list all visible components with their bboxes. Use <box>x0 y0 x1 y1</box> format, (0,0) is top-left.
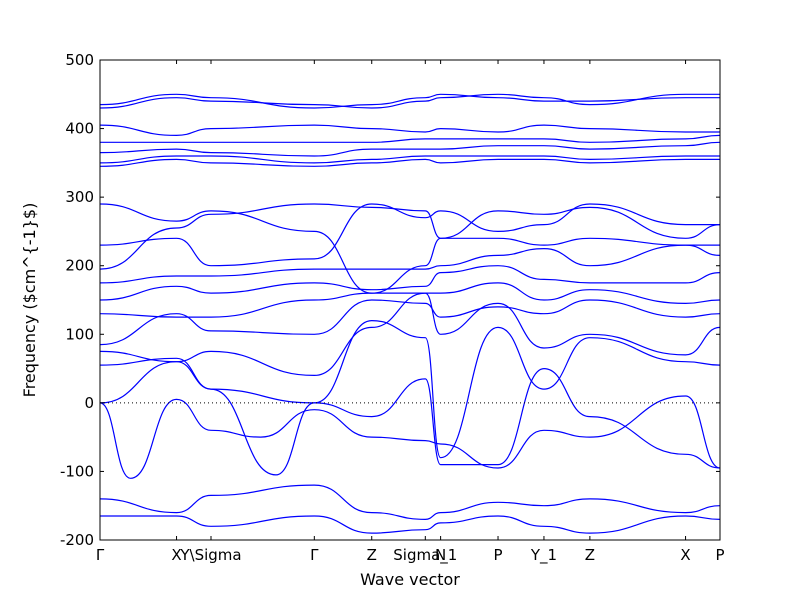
phonon-branch-16 <box>100 141 720 157</box>
x-tick-label: Y_1 <box>530 546 557 565</box>
y-axis-ticks: -200 -100 0 100 200 300 400 500 <box>60 51 720 549</box>
phonon-branch-13 <box>100 203 720 294</box>
y-axis-label: Frequency ($cm^{-1}$) <box>20 203 39 398</box>
series-layer <box>100 93 720 534</box>
phonon-branch-10 <box>100 244 720 284</box>
phonon-branch-4 <box>100 361 720 476</box>
phonon-branch-19 <box>100 93 720 109</box>
x-tick-label: N <box>435 546 446 564</box>
phonon-branch-11 <box>100 203 720 270</box>
phonon-branch-6 <box>100 292 720 377</box>
phonon-branch-14 <box>100 158 720 167</box>
y-tick-label: 500 <box>65 51 94 69</box>
x-tick-label: P <box>494 546 503 564</box>
plot-frame <box>99 59 721 541</box>
x-tick-label: X <box>680 546 690 564</box>
phonon-branch-15 <box>100 155 720 164</box>
y-tick-label: -100 <box>60 462 94 480</box>
phonon-branch-1 <box>100 515 720 534</box>
phonon-branch-5 <box>100 319 720 459</box>
phonon-branch-9 <box>100 265 720 301</box>
y-tick-label: 400 <box>65 120 94 138</box>
y-tick-label: 200 <box>65 257 94 275</box>
x-tick-label: X <box>171 546 181 564</box>
phonon-branch-7 <box>100 299 720 346</box>
x-tick-label: Γ <box>310 546 319 564</box>
phonon-branch-17 <box>100 134 720 143</box>
x-tick-label: Z <box>585 546 595 564</box>
phonon-branch-20 <box>100 93 720 109</box>
x-axis-ticks: Γ XY\Sigma Γ Z Sigma_1N P Y_1 Z X P <box>96 60 725 565</box>
phonon-branch-3 <box>100 395 720 479</box>
x-tick-label: Γ <box>96 546 105 564</box>
phonon-branch-18 <box>100 124 720 137</box>
phonon-branch-8 <box>100 282 720 318</box>
y-tick-label: 100 <box>65 325 94 343</box>
phonon-branch-12 <box>100 203 720 267</box>
x-tick-label: Z <box>367 546 377 564</box>
y-tick-label: 0 <box>84 394 94 412</box>
x-tick-label: P <box>715 546 724 564</box>
x-tick-label: Y\Sigma <box>179 546 241 564</box>
phonon-branch-2 <box>100 484 720 521</box>
x-axis-label: Wave vector <box>360 570 460 589</box>
y-tick-label: -200 <box>60 531 94 549</box>
y-tick-label: 300 <box>65 188 94 206</box>
x-tick-label: Sigma_1 <box>393 546 457 565</box>
